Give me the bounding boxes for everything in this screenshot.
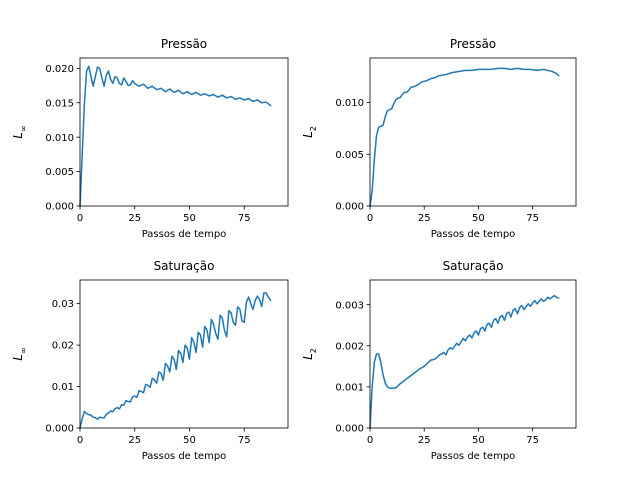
subplot-4: 0 25 50 75 0.000 0.001 0.002 0.003 Saturação Pass…: [301, 259, 577, 462]
axes-frame: [369, 57, 577, 207]
y-axis-label-subscript: ∞: [19, 125, 28, 132]
x-tick-label: 25: [418, 435, 431, 446]
y-tick-label: 0.03: [52, 299, 74, 310]
x-tick-label: 50: [472, 435, 485, 446]
y-tick-label: 0.010: [335, 98, 364, 109]
x-axis-label: Passos de tempo: [431, 451, 516, 462]
y-tick-label: 0.005: [335, 150, 364, 161]
y-tick-label: 0.020: [45, 64, 74, 75]
y-tick-label: 0.010: [45, 133, 74, 144]
axes-frame: [369, 279, 577, 429]
x-axis-label: Passos de tempo: [431, 229, 516, 240]
y-axis-label: L∞: [11, 347, 28, 360]
y-axis-label-subscript: 2: [309, 348, 318, 353]
y-tick-label: 0.02: [52, 341, 74, 352]
y-tick-label: 0.015: [45, 98, 74, 109]
subplot-3: 0 25 50 75 0.000 0.01 0.02 0.03 Saturação Passos …: [11, 259, 289, 462]
axes-frame: [79, 279, 289, 429]
x-tick-label: 25: [418, 213, 431, 224]
y-axis-label: L2: [301, 126, 318, 138]
series-line-1: [369, 67, 560, 207]
series-line-1: [79, 65, 272, 207]
y-tick-label: 0.000: [45, 424, 74, 435]
x-axis-label: Passos de tempo: [142, 229, 227, 240]
y-tick-label: 0.003: [335, 300, 364, 311]
x-tick-label: 75: [526, 435, 539, 446]
x-tick-label: 25: [128, 213, 141, 224]
series-line-1: [79, 292, 272, 429]
chart-title: Saturação: [443, 259, 504, 273]
y-tick-label: 0.002: [335, 341, 364, 352]
x-tick-label: 0: [367, 213, 373, 224]
x-tick-label: 75: [238, 435, 251, 446]
series-line-1: [369, 294, 560, 429]
y-tick-label: 0.000: [335, 424, 364, 435]
x-tick-label: 0: [77, 435, 83, 446]
y-axis-label-base: L: [11, 354, 25, 361]
x-tick-label: 50: [472, 213, 485, 224]
axes-frame: [79, 57, 289, 207]
y-tick-label: 0.01: [52, 382, 74, 393]
chart-title: Pressão: [161, 37, 207, 51]
y-axis-label-subscript: ∞: [19, 347, 28, 354]
y-tick-label: 0.000: [45, 202, 74, 213]
chart-title: Saturação: [154, 259, 215, 273]
y-axis-label-base: L: [301, 353, 315, 360]
x-tick-label: 50: [183, 213, 196, 224]
y-tick-label: 0.005: [45, 167, 74, 178]
x-tick-label: 50: [183, 435, 196, 446]
y-axis-label: L2: [301, 348, 318, 360]
x-tick-label: 0: [77, 213, 83, 224]
x-tick-label: 0: [367, 435, 373, 446]
y-tick-label: 0.000: [335, 202, 364, 213]
x-tick-label: 75: [238, 213, 251, 224]
y-axis-label: L∞: [11, 125, 28, 138]
x-axis-label: Passos de tempo: [142, 451, 227, 462]
x-tick-label: 75: [526, 213, 539, 224]
subplot-2: 0 25 50 75 0.000 0.005 0.010 Pressão Passos de t…: [301, 37, 577, 240]
y-axis-label-base: L: [301, 131, 315, 138]
subplot-1: 0 25 50 75 0.000 0.005 0.010 0.015 0.020 Pressão P…: [11, 37, 289, 240]
y-axis-label-base: L: [11, 132, 25, 139]
y-tick-label: 0.001: [335, 382, 364, 393]
chart-title: Pressão: [450, 37, 496, 51]
x-tick-label: 25: [128, 435, 141, 446]
y-axis-label-subscript: 2: [309, 126, 318, 131]
